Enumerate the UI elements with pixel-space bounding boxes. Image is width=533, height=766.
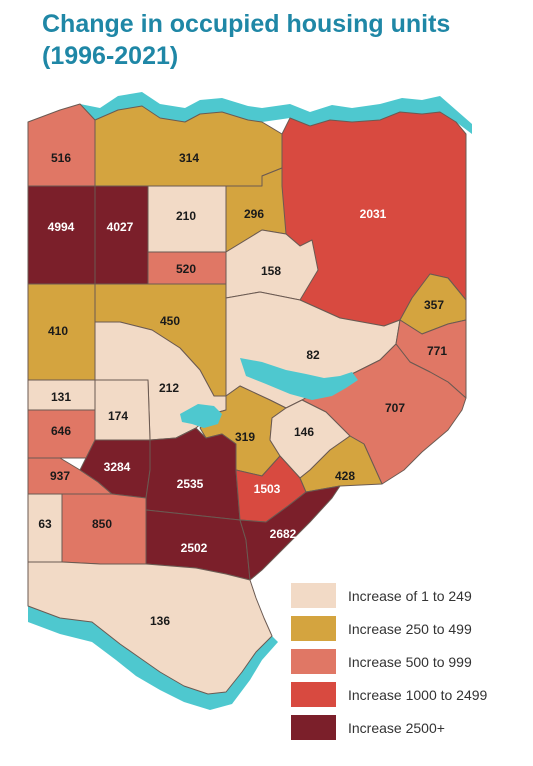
region-516 bbox=[27, 103, 96, 187]
label-174: 174 bbox=[108, 409, 128, 423]
label-212: 212 bbox=[159, 381, 179, 395]
label-410: 410 bbox=[48, 324, 68, 338]
lake bbox=[240, 358, 358, 400]
label-2502: 2502 bbox=[181, 541, 208, 555]
legend-label: Increase 500 to 999 bbox=[348, 653, 472, 670]
region-4027 bbox=[94, 185, 149, 285]
label-4994: 4994 bbox=[48, 220, 75, 234]
map-title-line-2: (1996-2021) bbox=[42, 42, 179, 70]
label-1503: 1503 bbox=[254, 482, 281, 496]
legend-item: Increase of 1 to 249 bbox=[291, 579, 487, 612]
label-4027: 4027 bbox=[107, 220, 134, 234]
map-title: Change in occupied housing units (1996-2… bbox=[42, 8, 450, 72]
label-2535: 2535 bbox=[177, 477, 204, 491]
label-520: 520 bbox=[176, 262, 196, 276]
legend-swatch bbox=[291, 583, 336, 608]
legend-swatch bbox=[291, 649, 336, 674]
label-319: 319 bbox=[235, 430, 255, 444]
legend: Increase of 1 to 249 Increase 250 to 499… bbox=[291, 579, 487, 744]
legend-label: Increase of 1 to 249 bbox=[348, 587, 472, 604]
legend-label: Increase 1000 to 2499 bbox=[348, 686, 488, 703]
legend-label: Increase 2500+ bbox=[348, 719, 445, 736]
label-646: 646 bbox=[51, 424, 71, 438]
label-136: 136 bbox=[150, 614, 170, 628]
region-4994 bbox=[27, 185, 96, 285]
label-158: 158 bbox=[261, 264, 281, 278]
label-296: 296 bbox=[244, 207, 264, 221]
label-2031: 2031 bbox=[360, 207, 387, 221]
legend-item: Increase 1000 to 2499 bbox=[291, 678, 487, 711]
label-131: 131 bbox=[51, 390, 71, 404]
label-210: 210 bbox=[176, 209, 196, 223]
label-937: 937 bbox=[50, 469, 70, 483]
label-357: 357 bbox=[424, 298, 444, 312]
legend-swatch bbox=[291, 616, 336, 641]
label-146: 146 bbox=[294, 425, 314, 439]
legend-swatch bbox=[291, 715, 336, 740]
river-south bbox=[28, 606, 278, 710]
legend-swatch bbox=[291, 682, 336, 707]
label-3284: 3284 bbox=[104, 460, 131, 474]
label-771: 771 bbox=[427, 344, 447, 358]
legend-item: Increase 2500+ bbox=[291, 711, 487, 744]
label-707: 707 bbox=[385, 401, 405, 415]
label-2682: 2682 bbox=[270, 527, 297, 541]
label-82: 82 bbox=[306, 348, 320, 362]
legend-label: Increase 250 to 499 bbox=[348, 620, 472, 637]
region-136 bbox=[27, 561, 273, 695]
label-314: 314 bbox=[179, 151, 199, 165]
label-450: 450 bbox=[160, 314, 180, 328]
region-2682 bbox=[239, 485, 341, 581]
label-516: 516 bbox=[51, 151, 71, 165]
map-title-line-1: Change in occupied housing units bbox=[42, 10, 451, 38]
label-63: 63 bbox=[38, 517, 52, 531]
pond bbox=[180, 404, 222, 428]
legend-item: Increase 250 to 499 bbox=[291, 612, 487, 645]
river-north bbox=[28, 92, 472, 134]
legend-item: Increase 500 to 999 bbox=[291, 645, 487, 678]
label-428: 428 bbox=[335, 469, 355, 483]
region-2535 bbox=[145, 427, 241, 521]
label-850: 850 bbox=[92, 517, 112, 531]
